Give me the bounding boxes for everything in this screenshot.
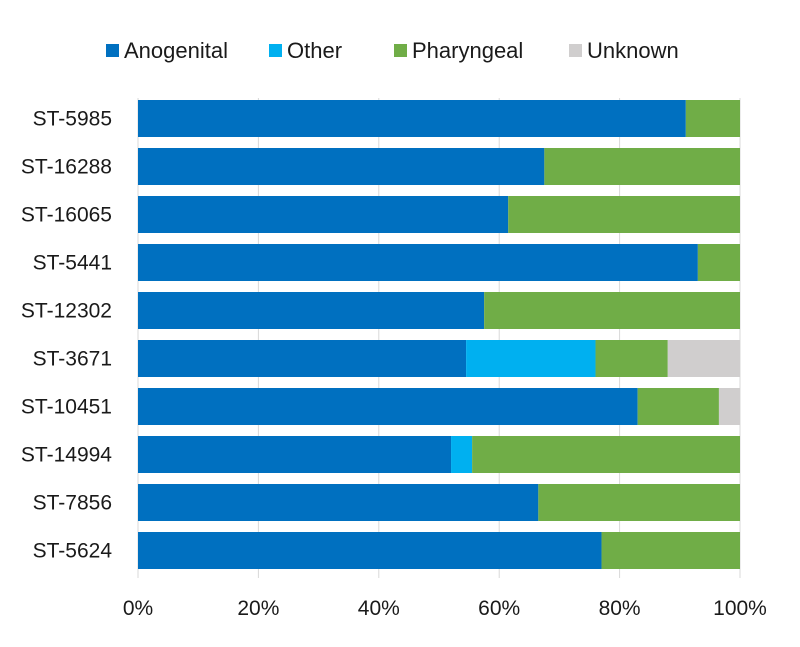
bar-st-16065-anogenital [138,196,509,233]
category-label-st-10451: ST-10451 [21,396,112,419]
legend-item-unknown: Unknown [569,38,679,63]
bar-st-16065-pharyngeal [508,196,740,233]
bar-st-10451-unknown [718,388,740,425]
category-label-st-16288: ST-16288 [21,156,112,179]
x-tick-label-0: 0% [123,597,153,620]
bar-st-3671-unknown [667,340,740,377]
legend-swatch-anogenital [106,44,119,57]
bar-st-5441-pharyngeal [697,244,740,281]
bar-st-3671-anogenital [138,340,467,377]
category-label-st-16065: ST-16065 [21,204,112,227]
bar-st-12302-pharyngeal [484,292,740,329]
legend-label-unknown: Unknown [587,38,679,63]
bar-st-7856-pharyngeal [538,484,740,521]
x-axis-tick-labels: 0% 20% 40% 60% 80% 100% [123,597,767,620]
bar-st-5624-pharyngeal [601,532,740,569]
category-label-st-5624: ST-5624 [33,540,113,563]
bar-st-7856-anogenital [138,484,539,521]
category-labels: ST-5985 ST-16288 ST-16065 ST-5441 ST-12302 ST… [21,108,112,563]
category-label-st-12302: ST-12302 [21,300,112,323]
x-tick-label-60: 60% [478,597,520,620]
x-tick-label-80: 80% [599,597,641,620]
bar-st-16288-anogenital [138,148,545,185]
legend-swatch-other [269,44,282,57]
legend-label-anogenital: Anogenital [124,38,228,63]
x-tick-label-100: 100% [713,597,767,620]
legend-item-other: Other [269,38,342,63]
category-label-st-5441: ST-5441 [33,252,112,275]
category-label-st-14994: ST-14994 [21,444,112,467]
x-tick-label-40: 40% [358,597,400,620]
bar-st-10451-anogenital [138,388,638,425]
bar-st-5985-pharyngeal [685,100,740,137]
category-label-st-3671: ST-3671 [33,348,112,371]
bar-st-14994-other [451,436,473,473]
legend-label-other: Other [287,38,342,63]
category-label-st-7856: ST-7856 [33,492,112,515]
bar-st-14994-pharyngeal [472,436,740,473]
legend-label-pharyngeal: Pharyngeal [412,38,523,63]
bar-st-12302-anogenital [138,292,485,329]
legend: Anogenital Other Pharyngeal Unknown [106,38,679,63]
legend-item-pharyngeal: Pharyngeal [394,38,523,63]
category-label-st-5985: ST-5985 [33,108,112,131]
bar-st-5985-anogenital [138,100,686,137]
x-tick-label-20: 20% [237,597,279,620]
bar-st-14994-anogenital [138,436,452,473]
bars [138,100,740,569]
bar-st-3671-other [466,340,596,377]
legend-swatch-pharyngeal [394,44,407,57]
legend-item-anogenital: Anogenital [106,38,228,63]
bar-st-16288-pharyngeal [544,148,740,185]
bar-st-5441-anogenital [138,244,698,281]
legend-swatch-unknown [569,44,582,57]
bar-st-5624-anogenital [138,532,602,569]
bar-st-10451-pharyngeal [637,388,719,425]
bar-st-3671-pharyngeal [595,340,668,377]
